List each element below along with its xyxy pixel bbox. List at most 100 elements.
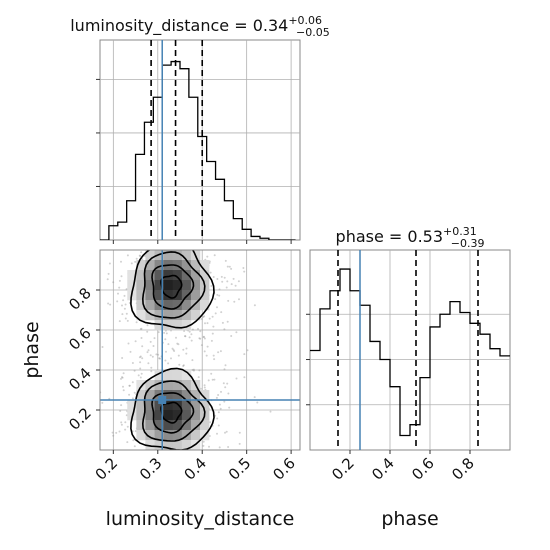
density-2d-sample-point xyxy=(228,265,231,268)
hist-luminosity-distance-panel: luminosity_distance = 0.34+0.06 −0.05 xyxy=(70,14,330,244)
density-2d-sample-point xyxy=(217,394,220,396)
density-2d-sample-point xyxy=(209,271,212,274)
density-2d-sample-point xyxy=(165,350,167,353)
density-2d-sample-point xyxy=(211,378,214,381)
density-2d-sample-point xyxy=(121,304,123,307)
density-2d-sample-point xyxy=(94,383,96,385)
density-2d-sample-point xyxy=(168,461,170,463)
density-2d-sample-point xyxy=(134,340,137,343)
density-2d-sample-point xyxy=(120,275,123,278)
density-2d-sample-point xyxy=(205,354,208,357)
density-2d-sample-point xyxy=(162,542,164,544)
density-2d-cell xyxy=(172,250,183,261)
density-2d-sample-point xyxy=(158,357,161,360)
density-2d-cell xyxy=(145,400,155,411)
hist-phase-panel: 0.2 0.4 0.6 0.8 phase = 0.53+0.31 −0.39 xyxy=(306,225,511,484)
density-2d-sample-point xyxy=(120,260,122,263)
density-2d-sample-point xyxy=(253,304,256,307)
density-2d-sample-point xyxy=(166,453,168,455)
density-2d-sample-point xyxy=(147,362,150,365)
density-2d-sample-point xyxy=(163,331,166,334)
density-2d-cell xyxy=(190,280,201,291)
density-2d-sample-point xyxy=(221,321,224,324)
density-2d-sample-point xyxy=(256,401,259,404)
density-2d-sample-point xyxy=(150,366,153,369)
density-2d-cell xyxy=(200,420,210,431)
density-2d-sample-point xyxy=(120,423,123,426)
density-2d-sample-point xyxy=(206,322,209,325)
density-2d-sample-point xyxy=(175,336,177,339)
density-2d-sample-point xyxy=(133,445,136,448)
density-2d-sample-point xyxy=(182,365,185,367)
density-2d-sample-point xyxy=(192,369,195,372)
density-2d-sample-point xyxy=(127,342,130,345)
density-2d-sample-point xyxy=(126,254,129,257)
density-2d-sample-point xyxy=(175,488,177,490)
density-2d-sample-point xyxy=(210,372,213,375)
density-2d-sample-point xyxy=(176,453,178,455)
density-2d-sample-point xyxy=(171,465,173,467)
density-2d-cell xyxy=(154,310,164,321)
density-2d-sample-point xyxy=(217,411,220,414)
density-2d-sample-point xyxy=(224,364,227,367)
density-2d-xtick-label: 0.4 xyxy=(180,454,210,484)
density-2d-sample-point xyxy=(106,278,109,281)
density-2d-cell xyxy=(145,270,155,281)
density-2d-sample-point xyxy=(214,298,217,301)
density-2d-contour xyxy=(151,264,195,310)
density-2d-sample-point xyxy=(185,347,188,350)
density-2d-sample-point xyxy=(149,354,152,357)
density-2d-sample-point xyxy=(203,384,206,387)
density-2d-sample-point xyxy=(139,456,141,458)
density-2d-cell xyxy=(163,290,174,301)
density-2d-sample-point xyxy=(215,224,217,226)
density-2d-sample-point xyxy=(141,345,144,348)
density-2d-cell xyxy=(190,420,201,431)
density-2d-sample-point xyxy=(224,386,227,389)
density-2d-contour xyxy=(151,392,195,434)
density-2d-sample-point xyxy=(172,231,174,233)
density-2d-cell xyxy=(190,400,201,411)
density-2d-sample-point xyxy=(226,265,229,268)
density-2d-cell xyxy=(154,280,164,291)
density-2d-cell xyxy=(172,400,183,411)
density-2d-sample-point xyxy=(146,324,149,327)
density-2d-cell xyxy=(154,410,164,421)
density-2d-sample-point xyxy=(117,292,119,295)
density-2d-sample-point xyxy=(125,465,127,467)
density-2d-sample-point xyxy=(191,368,194,371)
density-2d-sample-point xyxy=(199,387,202,390)
density-2d-sample-point xyxy=(190,333,193,336)
density-2d-sample-point xyxy=(163,461,165,463)
density-2d-sample-point xyxy=(122,385,124,388)
density-2d-sample-point xyxy=(199,330,202,333)
density-2d-sample-point xyxy=(225,430,228,433)
density-2d-cell xyxy=(145,430,155,441)
density-2d-sample-point xyxy=(134,260,137,263)
density-2d-cell xyxy=(145,390,155,401)
density-2d-cell xyxy=(200,390,210,401)
density-2d-cell xyxy=(181,380,192,391)
density-2d-sample-point xyxy=(111,431,114,434)
density-2d-cell xyxy=(145,420,155,431)
density-2d-sample-point xyxy=(219,407,222,410)
density-2d-sample-point xyxy=(200,318,203,320)
density-2d-sample-point xyxy=(184,453,186,455)
density-2d-sample-point xyxy=(208,445,210,448)
density-2d-cell xyxy=(163,420,174,431)
density-2d-cell xyxy=(200,300,210,311)
density-2d-sample-point xyxy=(226,280,229,283)
density-2d-sample-point xyxy=(225,212,227,214)
density-2d-sample-point xyxy=(120,404,123,407)
density-2d-cell xyxy=(145,440,155,450)
density-2d-sample-point xyxy=(120,421,123,424)
density-2d-cell xyxy=(136,390,146,401)
density-2d-sample-point xyxy=(218,446,221,449)
density-2d-sample-point xyxy=(177,235,179,237)
density-2d-sample-point xyxy=(157,353,160,356)
density-2d-sample-point xyxy=(166,234,168,236)
density-2d-sample-point xyxy=(135,257,138,260)
density-2d-cell xyxy=(163,280,174,291)
density-2d-sample-point xyxy=(170,357,172,360)
density-2d-sample-point xyxy=(246,349,249,352)
